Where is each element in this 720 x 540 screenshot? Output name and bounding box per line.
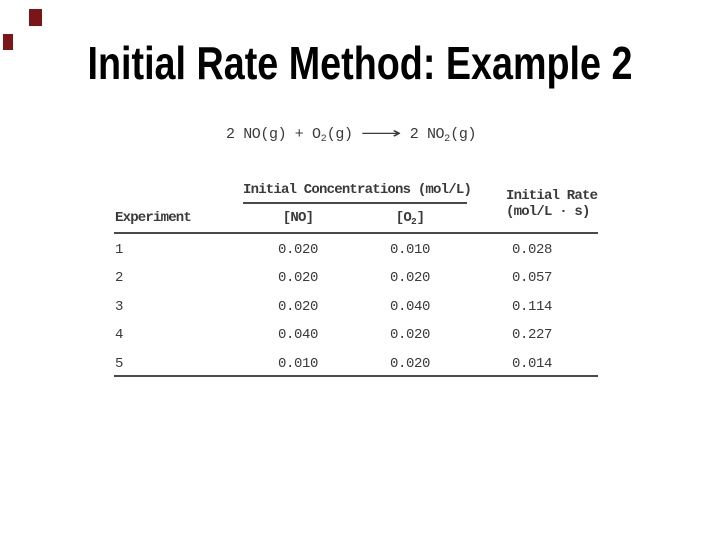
cell-no-concentration: 0.020 xyxy=(277,298,318,315)
subscript: 2 xyxy=(320,133,327,145)
cell-initial-rate: 0.014 xyxy=(512,355,553,372)
slide-title: Initial Rate Method: Example 2 xyxy=(87,37,633,89)
equation-text: (g) xyxy=(326,126,362,143)
cell-o2-concentration: 0.020 xyxy=(389,355,430,372)
cell-experiment: 3 xyxy=(115,298,124,315)
chemical-equation: 2 NO(g) + O2(g) ⟶ 2 NO2(g) xyxy=(226,122,477,148)
o2-bracket-close: ] xyxy=(416,210,425,226)
subscript: 2 xyxy=(444,133,451,145)
initial-rate-label: Initial Rate xyxy=(506,188,598,204)
equation-text: (g) xyxy=(450,126,477,143)
cell-initial-rate: 0.028 xyxy=(512,242,553,258)
cell-o2-concentration: 0.020 xyxy=(389,327,430,344)
cell-experiment: 5 xyxy=(115,355,124,372)
cell-no-concentration: 0.020 xyxy=(277,270,318,287)
cell-no-concentration: 0.040 xyxy=(277,327,318,344)
rate-data-table: Initial Concentrations (mol/L) Initial R… xyxy=(114,180,598,380)
cell-o2-concentration: 0.040 xyxy=(389,298,430,315)
column-header-no: [NO] xyxy=(282,210,314,226)
cell-initial-rate: 0.057 xyxy=(512,270,553,287)
column-header-experiment: Experiment xyxy=(115,210,192,226)
cell-experiment: 1 xyxy=(115,242,124,258)
table-body: 1 0.020 0.010 0.028 2 0.020 0.020 0.057 … xyxy=(114,236,598,378)
cell-initial-rate: 0.227 xyxy=(512,327,553,344)
cell-o2-concentration: 0.010 xyxy=(389,242,430,258)
table-row: 5 0.010 0.020 0.014 xyxy=(114,350,598,378)
column-header-initial-rate: Initial Rate (mol/L · s) xyxy=(506,188,598,220)
initial-rate-units: (mol/L · s) xyxy=(506,204,590,220)
equation-text: 2 NO(g) + O xyxy=(226,126,321,143)
subscript: 2 xyxy=(410,215,417,227)
corner-decoration-mark xyxy=(3,34,13,50)
cell-experiment: 2 xyxy=(115,270,124,287)
table-header-rule xyxy=(114,232,598,234)
table-row: 2 0.020 0.020 0.057 xyxy=(114,264,598,292)
column-header-o2: [O2] xyxy=(353,210,467,227)
cell-o2-concentration: 0.020 xyxy=(389,270,430,287)
cell-experiment: 4 xyxy=(115,327,124,344)
table-row: 3 0.020 0.040 0.114 xyxy=(114,293,598,321)
cell-initial-rate: 0.114 xyxy=(512,298,553,315)
cell-no-concentration: 0.020 xyxy=(277,242,318,258)
table-row: 1 0.020 0.010 0.028 xyxy=(114,236,598,264)
corner-decoration-mark xyxy=(29,9,42,26)
cell-no-concentration: 0.010 xyxy=(277,355,318,372)
table-bottom-rule xyxy=(114,375,598,377)
table-row: 4 0.040 0.020 0.227 xyxy=(114,321,598,349)
column-group-header-initial-concentrations: Initial Concentrations (mol/L) xyxy=(243,182,472,198)
group-header-underline xyxy=(243,202,467,204)
reaction-arrow-icon: ⟶ xyxy=(360,124,402,142)
o2-bracket-open: [O xyxy=(395,210,412,226)
equation-text: 2 NO xyxy=(401,126,445,143)
